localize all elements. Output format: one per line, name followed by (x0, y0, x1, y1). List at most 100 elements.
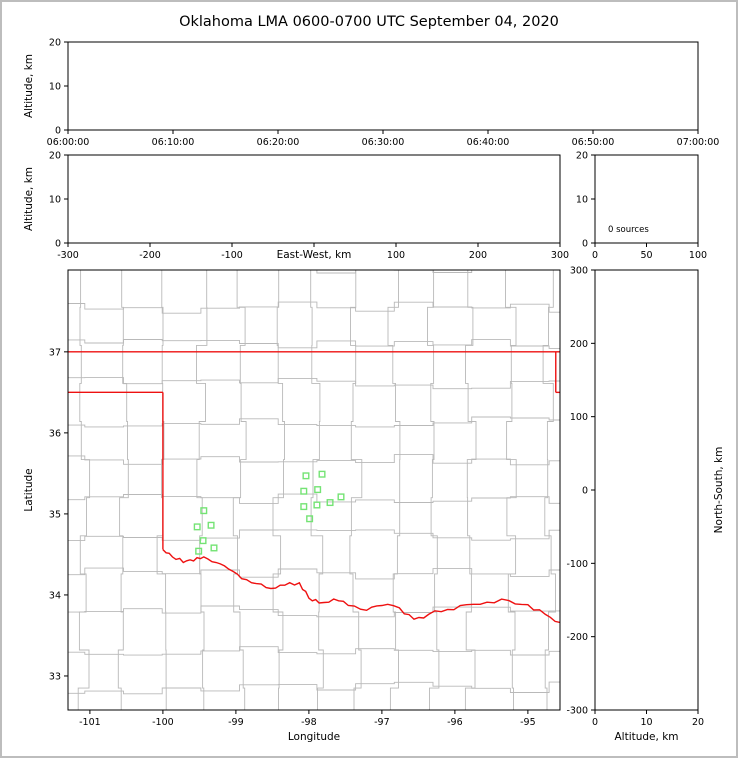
y-tick-label: 36 (49, 428, 61, 439)
y-axis-label: Altitude, km (23, 167, 35, 231)
lma-station-marker (302, 472, 310, 480)
county-line (68, 493, 560, 504)
county-line (68, 646, 560, 656)
y-tick-label: -100 (566, 559, 588, 570)
lma-station-marker (199, 537, 207, 545)
y-tick-label: 10 (49, 195, 61, 206)
county-line (68, 416, 560, 428)
red-river-border-line (162, 549, 560, 624)
lma-stations (193, 470, 345, 555)
lma-station-marker (337, 493, 345, 501)
county-line (505, 270, 517, 710)
x-tick-label: -98 (301, 717, 317, 728)
x-tick-label: 06:20:00 (257, 137, 300, 148)
county-line (196, 270, 208, 710)
source-count-annotation: 0 sources (608, 225, 649, 235)
x-tick-label: 300 (551, 250, 569, 261)
lma-station-marker (210, 544, 218, 552)
altitude-histogram-panel: 0 50 100 0 10 20 0 sources (576, 151, 707, 262)
y-tick-label: 33 (49, 671, 61, 682)
lma-station-marker (193, 523, 201, 531)
y-axis-label: Latitude (23, 468, 35, 511)
y-tick-label: 34 (49, 590, 61, 601)
y-tick-label: 20 (576, 151, 588, 162)
x-tick-label: -100 (152, 717, 174, 728)
y-tick-label: 100 (570, 412, 588, 423)
county-line (156, 270, 167, 710)
x-tick-label: -95 (520, 717, 536, 728)
county-line (68, 605, 560, 618)
plan-view-map-panel: -101 -100 -99 -98 -97 -96 -95 33 34 35 36 37 Longitu… (23, 269, 561, 743)
time-height-panel: 06:00:00 06:10:00 06:20:00 06:30:00 06:40:00… (23, 38, 719, 149)
county-line (310, 270, 324, 710)
x-axis-label: East-West, km (277, 249, 352, 261)
county-line (77, 270, 91, 710)
x-tick-label: -99 (228, 717, 244, 728)
north-south-height-panel: 0 10 20 -300 -200 -100 0 100 200 300 Altitude, km N… (566, 266, 725, 744)
county-line (68, 377, 560, 390)
x-axis-label: Longitude (288, 731, 340, 743)
lma-station-marker (314, 486, 322, 494)
lma-station-marker (195, 547, 203, 555)
county-line (349, 270, 363, 710)
x-tick-label: -300 (57, 250, 79, 261)
x-axis-label: Altitude, km (614, 731, 678, 743)
lma-station-marker (200, 507, 208, 515)
county-line (200, 270, 560, 274)
time-height-panel-frame (67, 41, 699, 131)
x-tick-label: 20 (692, 717, 704, 728)
county-boundaries (68, 270, 560, 710)
x-tick-label: 50 (640, 250, 652, 261)
y-tick-label: 200 (570, 339, 588, 350)
east-west-height-panel-frame (67, 154, 561, 244)
y-tick-label: 0 (582, 486, 588, 497)
x-tick-label: 200 (469, 250, 487, 261)
y-tick-label: 0 (582, 239, 588, 250)
lma-station-marker (318, 470, 326, 478)
state-boundary (68, 351, 560, 624)
y-tick-label: 35 (49, 509, 61, 520)
north-south-height-panel-frame (594, 269, 699, 711)
x-tick-label: 0 (592, 250, 598, 261)
x-tick-label: 06:00:00 (47, 137, 90, 148)
county-line (117, 270, 129, 710)
x-tick-label: 100 (689, 250, 707, 261)
y-tick-label: 300 (570, 266, 588, 277)
y-tick-label: -200 (566, 632, 588, 643)
x-tick-label: 100 (387, 250, 405, 261)
lma-station-marker (300, 503, 308, 511)
lma-station-marker (313, 501, 321, 509)
x-tick-label: 06:30:00 (362, 137, 405, 148)
y-axis-label-right: North-South, km (713, 447, 725, 534)
county-line (68, 529, 560, 542)
y-tick-label: -300 (566, 706, 588, 717)
y-tick-label: 10 (576, 195, 588, 206)
county-line (68, 301, 560, 314)
y-tick-label: 0 (55, 239, 61, 250)
county-line (464, 270, 477, 710)
x-tick-label: 06:40:00 (467, 137, 510, 148)
county-line (387, 270, 401, 710)
x-tick-label: 06:10:00 (152, 137, 195, 148)
plan-view-map-panel-frame (67, 269, 561, 711)
x-tick-label: -96 (447, 717, 463, 728)
y-tick-label: 10 (49, 82, 61, 93)
y-axis-label: Altitude, km (23, 54, 35, 118)
x-tick-label: 07:00:00 (677, 137, 720, 148)
county-line (68, 567, 560, 580)
y-tick-label: 0 (55, 126, 61, 137)
lma-station-marker (306, 515, 314, 523)
county-line (427, 270, 440, 710)
county-line (68, 681, 560, 695)
x-tick-label: 06:50:00 (572, 137, 615, 148)
x-tick-label: -97 (374, 717, 390, 728)
x-tick-label: -101 (79, 717, 101, 728)
y-tick-label: 37 (49, 347, 61, 358)
county-line (68, 454, 560, 466)
east-west-height-panel: -300 -200 -100 100 200 300 0 10 20 East-West, km A… (23, 151, 569, 262)
lma-station-marker (326, 499, 334, 507)
y-tick-label: 20 (49, 38, 61, 49)
county-line (272, 270, 285, 710)
